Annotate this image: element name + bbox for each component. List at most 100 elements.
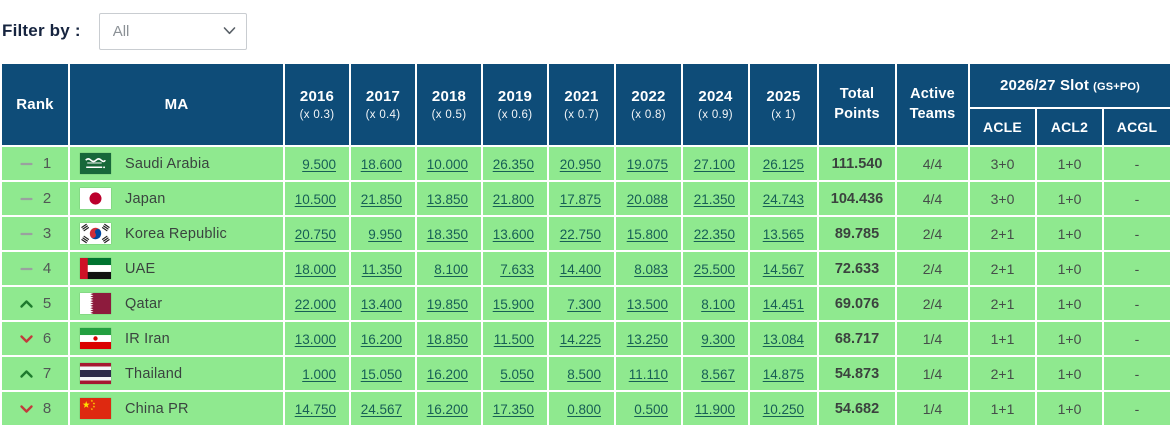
points-link[interactable]: 13.250 [626, 331, 668, 347]
filter-select[interactable]: All [98, 12, 247, 50]
points-link[interactable]: 15.900 [492, 296, 534, 312]
points-cell: 1.000 [283, 355, 351, 392]
points-link[interactable]: 14.750 [294, 401, 336, 417]
points-link[interactable]: 14.400 [559, 261, 601, 277]
points-link[interactable]: 11.900 [694, 401, 735, 417]
points-link[interactable]: 18.600 [360, 156, 402, 172]
country-name: Japan [125, 190, 166, 207]
rank-number: 3 [42, 225, 52, 242]
table-row: 4 UAE 18.000 11.350 8.100 7.633 14.400 8.083 25… [0, 250, 1170, 287]
points-link[interactable]: 25.500 [693, 261, 735, 277]
points-link[interactable]: 8.083 [634, 261, 668, 277]
points-link[interactable]: 11.110 [628, 366, 668, 382]
points-link[interactable]: 22.350 [693, 226, 735, 242]
points-link[interactable]: 10.000 [426, 156, 468, 172]
points-link[interactable]: 15.800 [626, 226, 668, 242]
points-link[interactable]: 18.000 [294, 261, 336, 277]
points-link[interactable]: 8.567 [701, 366, 735, 382]
flag-ir-iran-icon [80, 328, 111, 349]
year-multiplier: (x 0.8) [631, 109, 666, 121]
points-link[interactable]: 13.500 [626, 296, 668, 312]
points-link[interactable]: 13.400 [360, 296, 402, 312]
points-link[interactable]: 15.050 [360, 366, 402, 382]
col-header-year-2016: 2016 (x 0.3) [283, 62, 351, 147]
points-link[interactable]: 5.050 [500, 366, 534, 382]
points-link[interactable]: 13.850 [426, 191, 468, 207]
points-link[interactable]: 14.451 [762, 296, 804, 312]
country-name: Saudi Arabia [125, 155, 210, 172]
points-link[interactable]: 19.850 [426, 296, 468, 312]
points-link[interactable]: 21.800 [492, 191, 534, 207]
points-link[interactable]: 24.567 [360, 401, 402, 417]
rank-number: 7 [42, 365, 52, 382]
points-link[interactable]: 7.633 [500, 261, 534, 277]
points-cell: 22.000 [283, 285, 351, 322]
points-link[interactable]: 14.225 [559, 331, 601, 347]
points-link[interactable]: 17.350 [492, 401, 534, 417]
flag-thailand-icon [80, 363, 111, 384]
rank-cell: 1 [0, 145, 70, 182]
points-link[interactable]: 21.850 [360, 191, 402, 207]
points-link[interactable]: 13.000 [294, 331, 336, 347]
points-link[interactable]: 8.100 [701, 296, 735, 312]
points-link[interactable]: 18.850 [426, 331, 468, 347]
points-link[interactable]: 19.075 [626, 156, 668, 172]
slot-cell-acl2: 1+0 [1035, 355, 1104, 392]
points-link[interactable]: 22.750 [559, 226, 601, 242]
points-link[interactable]: 8.100 [434, 261, 468, 277]
year-label: 2017 [365, 88, 401, 105]
points-link[interactable]: 18.350 [426, 226, 468, 242]
points-link[interactable]: 16.200 [426, 401, 468, 417]
points-cell: 11.900 [681, 390, 750, 427]
points-cell: 21.800 [481, 180, 549, 217]
col-header-year-2025: 2025 (x 1) [748, 62, 819, 147]
points-link[interactable]: 0.500 [634, 401, 668, 417]
points-link[interactable]: 10.250 [762, 401, 804, 417]
points-cell: 8.100 [681, 285, 750, 322]
points-link[interactable]: 14.875 [762, 366, 804, 382]
points-link[interactable]: 11.500 [493, 331, 534, 347]
year-label: 2025 [766, 88, 801, 105]
points-link[interactable]: 26.350 [492, 156, 534, 172]
points-link[interactable]: 13.565 [762, 226, 804, 242]
points-link[interactable]: 9.300 [701, 331, 735, 347]
points-link[interactable]: 7.300 [567, 296, 601, 312]
points-link[interactable]: 0.800 [567, 401, 601, 417]
points-link[interactable]: 8.500 [567, 366, 601, 382]
points-cell: 14.225 [547, 320, 616, 357]
points-link[interactable]: 20.950 [559, 156, 601, 172]
table-body: 1 Saudi Arabia 9.500 18.600 10.000 26.350 20.… [0, 145, 1170, 427]
slot-cell-acgl: - [1101, 390, 1170, 427]
rank-cell: 5 [0, 285, 70, 322]
ma-cell: Saudi Arabia [68, 145, 285, 182]
points-link[interactable]: 13.084 [762, 331, 804, 347]
points-link[interactable]: 22.000 [294, 296, 336, 312]
points-link[interactable]: 10.500 [294, 191, 336, 207]
col-header-year-2017: 2017 (x 0.4) [349, 62, 417, 147]
slot-cell-acl2: 1+0 [1035, 285, 1104, 322]
points-link[interactable]: 20.088 [626, 191, 668, 207]
slot-cell-acl2: 1+0 [1035, 180, 1104, 217]
points-link[interactable]: 24.743 [762, 191, 804, 207]
points-link[interactable]: 16.200 [360, 331, 402, 347]
points-link[interactable]: 26.125 [762, 156, 804, 172]
col-header-active-teams: Active Teams [895, 62, 970, 147]
points-link[interactable]: 13.600 [492, 226, 534, 242]
points-link[interactable]: 9.500 [302, 156, 336, 172]
points-link[interactable]: 9.950 [368, 226, 402, 242]
points-link[interactable]: 20.750 [294, 226, 336, 242]
col-header-year-2024: 2024 (x 0.9) [681, 62, 750, 147]
points-cell: 22.350 [681, 215, 750, 252]
rank-number: 8 [42, 400, 52, 417]
points-cell: 8.083 [614, 250, 683, 287]
points-link[interactable]: 1.000 [302, 366, 336, 382]
points-link[interactable]: 21.350 [693, 191, 735, 207]
col-header-year-2021: 2021 (x 0.7) [547, 62, 616, 147]
points-link[interactable]: 16.200 [426, 366, 468, 382]
table-row: 1 Saudi Arabia 9.500 18.600 10.000 26.350 20.… [0, 145, 1170, 182]
points-link[interactable]: 27.100 [693, 156, 735, 172]
points-link[interactable]: 11.350 [361, 261, 402, 277]
points-link[interactable]: 17.875 [559, 191, 601, 207]
slot-cell-acgl: - [1101, 145, 1170, 182]
points-link[interactable]: 14.567 [762, 261, 804, 277]
